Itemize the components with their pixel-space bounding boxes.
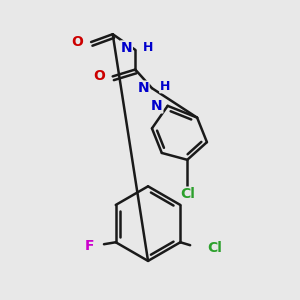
Text: N: N <box>151 99 163 113</box>
Text: F: F <box>85 239 94 253</box>
Text: O: O <box>71 35 83 49</box>
Text: N: N <box>137 81 149 95</box>
Text: Cl: Cl <box>207 241 222 255</box>
Text: Cl: Cl <box>180 187 195 201</box>
Text: H: H <box>160 80 170 93</box>
Text: H: H <box>143 41 154 54</box>
Text: N: N <box>121 41 132 55</box>
Text: O: O <box>93 69 105 83</box>
